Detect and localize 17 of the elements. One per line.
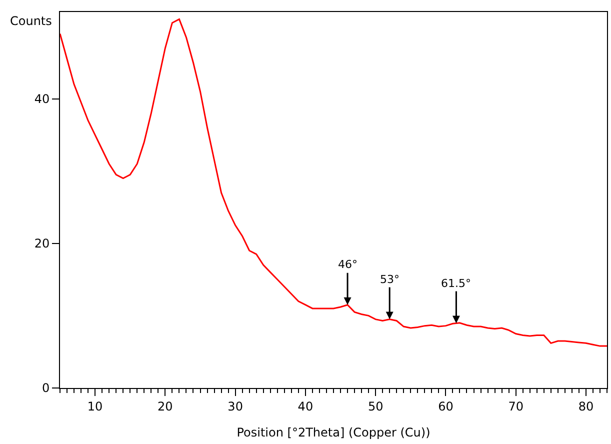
x-tick-label: 70: [508, 399, 524, 414]
x-tick-label: 20: [158, 399, 173, 414]
x-axis-title: Position [°2Theta] (Copper (Cu)): [236, 425, 430, 440]
y-axis-title: Counts: [10, 14, 52, 28]
x-tick-label: 50: [368, 399, 384, 414]
annotation: 46°: [338, 258, 358, 271]
x-tick-label: 30: [228, 399, 243, 414]
annotation: 61.5°: [441, 277, 471, 290]
y-tick-label: 40: [34, 92, 50, 106]
line-series: [60, 18, 607, 347]
x-tick-label: 60: [438, 399, 454, 414]
x-tick-label: 10: [87, 399, 103, 414]
y-tick-label: 0: [42, 381, 50, 396]
y-tick-label: 20: [34, 236, 50, 251]
x-tick-label: 80: [578, 399, 594, 414]
x-tick-label: 40: [298, 399, 314, 414]
annotation: 53°: [380, 273, 400, 286]
